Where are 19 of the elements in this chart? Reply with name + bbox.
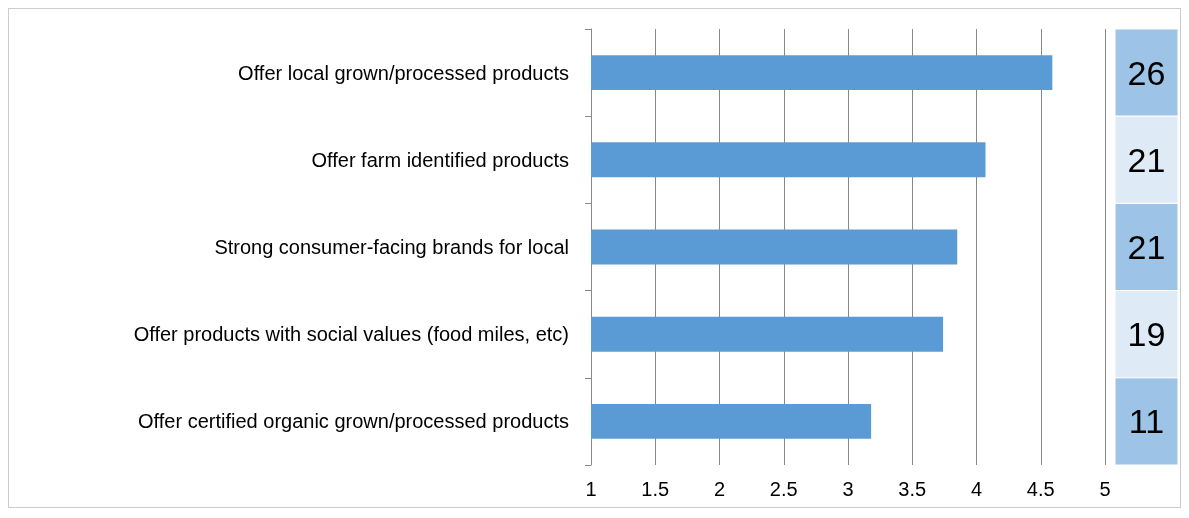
text: 19 [1127,315,1166,354]
y-tick-label: Offer local grown/processed products [238,61,569,84]
y-tick-label: Offer farm identified products [311,148,569,171]
text: 21 [1127,228,1166,266]
x-tick-label: 2 [713,478,726,500]
x-tick-label: 1.5 [641,478,670,500]
x-tick-label: 3 [842,478,854,500]
x-tick-label: 2.5 [769,478,798,500]
y-tick-label: Strong consumer-facing brands for local [214,236,569,258]
y-tick-label: Offer products with social values (food miles, etc) [133,323,569,346]
x-tick-label: 4.5 [1026,478,1055,500]
x-tick-label: 4 [970,478,983,500]
x-tick-label: 1 [585,478,597,500]
text: 21 [1127,140,1166,179]
y-tick-label: Offer certified organic grown/processed products [138,410,569,433]
x-tick-label: 5 [1099,478,1111,500]
text: 26 [1127,53,1166,92]
text: 11 [1128,402,1165,441]
x-tick-label: 3.5 [898,478,927,500]
